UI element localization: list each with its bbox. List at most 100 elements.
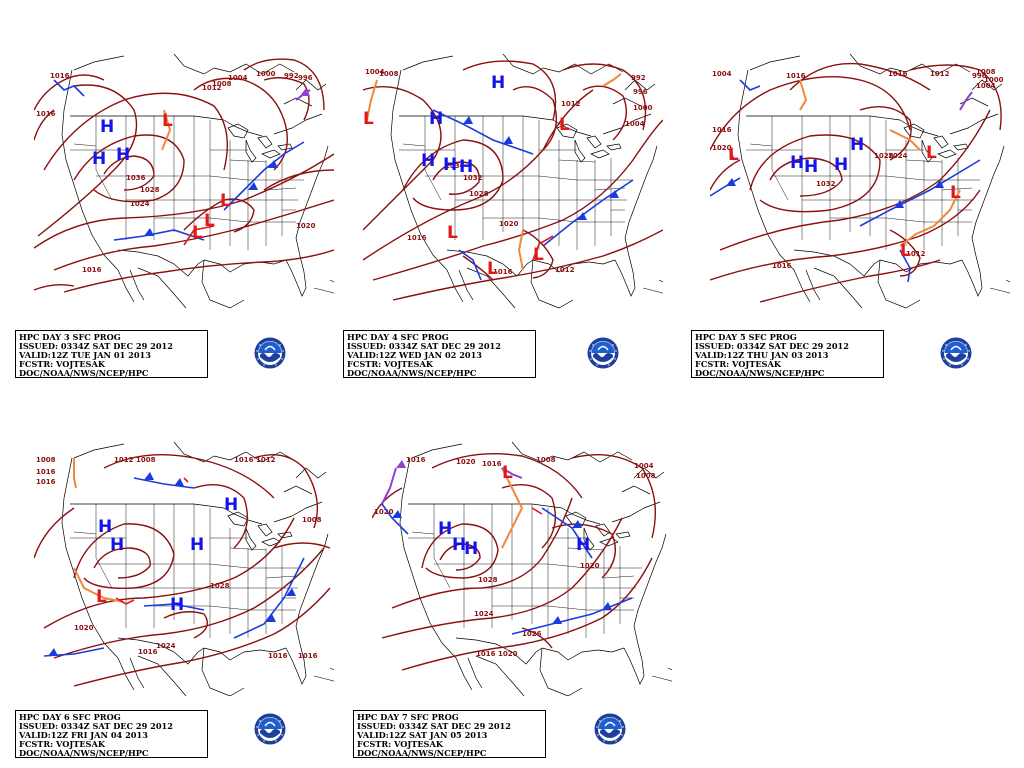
- isobar-label: 1004: [365, 68, 385, 76]
- isobar-label: 1016: [482, 460, 502, 468]
- fronts: [43, 458, 305, 657]
- isobar-label: 1008: [36, 456, 56, 464]
- isobar-label: 996: [972, 72, 987, 80]
- isobar-label: 1008: [136, 456, 156, 464]
- caption-box: HPC DAY 5 SFC PROG ISSUED: 0334Z SAT DEC…: [691, 330, 884, 378]
- high-center: H: [464, 539, 478, 559]
- high-center: H: [452, 535, 466, 555]
- map-day3[interactable]: 1016 1016 1012 1004 1000 1008 992 996 10…: [34, 50, 334, 312]
- isobar-label: 1016: [298, 652, 318, 660]
- map-day4[interactable]: 1004 1008 992 996 1000 1004 1012 1032 10…: [363, 50, 663, 312]
- isobar-label: 1028: [210, 582, 230, 590]
- caption-forecaster: FCSTR: VOJTESAK: [357, 739, 443, 749]
- caption-agency: DOC/NOAA/NWS/NCEP/HPC: [357, 748, 487, 758]
- noaa-logo-icon: [940, 337, 972, 369]
- isobar-label: 1016: [772, 262, 792, 270]
- high-center: H: [443, 155, 457, 175]
- isobar-label: 1008: [212, 80, 232, 88]
- isobar-label: 1008: [302, 516, 322, 524]
- isobar-label: 1024: [474, 610, 494, 618]
- caption-title: HPC DAY 3 SFC PROG: [19, 332, 121, 342]
- isobar-label: 1020: [374, 508, 394, 516]
- low-center: L: [559, 115, 570, 135]
- caption-agency: DOC/NOAA/NWS/NCEP/HPC: [347, 368, 477, 378]
- isobars: [710, 62, 1002, 303]
- caption-title: HPC DAY 6 SFC PROG: [19, 712, 121, 722]
- low-center: L: [447, 223, 458, 243]
- isobar-label: 1028: [874, 152, 894, 160]
- isobar-label: 1028: [478, 576, 498, 584]
- isobar-label: 1008: [636, 472, 656, 480]
- isobar-label: 1016: [50, 72, 70, 80]
- isobar-label: 1028: [140, 186, 160, 194]
- map-day7[interactable]: 1016 1020 1016 1008 1004 1008 1020 1028 …: [372, 438, 672, 696]
- isobar-label: 1028: [469, 190, 489, 198]
- high-center: H: [224, 495, 238, 515]
- isobar-label: 1016: [138, 648, 158, 656]
- high-center: H: [429, 109, 443, 129]
- map-day6[interactable]: 1008 1016 1016 1012 1008 1016 1012 1008 …: [34, 438, 334, 696]
- isobar-label: 1024: [130, 200, 150, 208]
- high-center: H: [491, 73, 505, 93]
- isobar-label: 1032: [816, 180, 836, 188]
- low-center: L: [192, 223, 203, 243]
- isobar-label: 1016: [234, 456, 254, 464]
- noaa-logo-icon: [594, 713, 626, 745]
- basemap: [61, 441, 334, 696]
- high-center: H: [834, 155, 848, 175]
- high-center: H: [92, 149, 106, 169]
- caption-issued: ISSUED: 0334Z SAT DEC 29 2012: [347, 341, 501, 351]
- caption-forecaster: FCSTR: VOJTESAK: [695, 359, 781, 369]
- isobar-label: 1016: [268, 652, 288, 660]
- high-center: H: [110, 535, 124, 555]
- fronts: [710, 79, 981, 283]
- caption-issued: ISSUED: 0334Z SAT DEC 29 2012: [357, 721, 511, 731]
- caption-title: HPC DAY 7 SFC PROG: [357, 712, 459, 722]
- isobar-label: 1032: [463, 174, 483, 182]
- isobar-label: 1016: [493, 268, 513, 276]
- low-center: L: [363, 109, 374, 129]
- map-day5[interactable]: 1004 1016 1016 1020 1016 1012 1008 1000 …: [710, 50, 1010, 312]
- low-center: L: [926, 143, 937, 163]
- caption-forecaster: FCSTR: VOJTESAK: [19, 359, 105, 369]
- isobar-label: 1000: [633, 104, 653, 112]
- caption-valid: VALID:12Z WED JAN 02 2013: [347, 350, 482, 360]
- isobar-label: 1016: [712, 126, 732, 134]
- isobar-labels: 1016 1016 1012 1004 1000 1008 992 996 10…: [36, 70, 316, 274]
- isobar-label: 1012: [555, 266, 575, 274]
- isobar-label: 1008: [976, 68, 996, 76]
- low-center: L: [950, 183, 961, 203]
- isobar-label: 1004: [634, 462, 654, 470]
- low-center: L: [533, 245, 544, 265]
- noaa-logo-icon: [254, 337, 286, 369]
- isobar-label: 1000: [984, 76, 1004, 84]
- caption-agency: DOC/NOAA/NWS/NCEP/HPC: [19, 748, 149, 758]
- high-center: H: [421, 151, 435, 171]
- high-center: H: [576, 535, 590, 555]
- low-center: L: [162, 111, 173, 131]
- fronts: [366, 73, 634, 281]
- isobar-label: 1012: [561, 100, 581, 108]
- high-center: H: [804, 157, 818, 177]
- isobar-label: 1016: [888, 70, 908, 78]
- caption-issued: ISSUED: 0334Z SAT DEC 29 2012: [695, 341, 849, 351]
- isobar-label: 1020: [74, 624, 94, 632]
- caption-valid: VALID:12Z SAT JAN 05 2013: [357, 730, 488, 740]
- isobar-label: 1008: [536, 456, 556, 464]
- isobar-label: 1012: [906, 250, 926, 258]
- caption-valid: VALID:12Z FRI JAN 04 2013: [19, 730, 148, 740]
- caption-box: HPC DAY 3 SFC PROG ISSUED: 0334Z SAT DEC…: [15, 330, 208, 378]
- low-center: L: [220, 191, 231, 211]
- noaa-logo-icon: [587, 337, 619, 369]
- low-center: L: [728, 145, 739, 165]
- pressure-centers: H H H H H L L L L L: [363, 73, 570, 279]
- isobar-label: 1020: [499, 220, 519, 228]
- isobar-labels: 1004 1016 1016 1020 1016 1012 1008 1000 …: [712, 68, 1004, 270]
- isobar-labels: 1008 1016 1016 1012 1008 1016 1012 1008 …: [36, 456, 322, 660]
- high-center: H: [170, 595, 184, 615]
- isobar-label: 1008: [379, 70, 399, 78]
- basemap: [390, 53, 663, 309]
- isobar-label: 1016: [36, 468, 56, 476]
- caption-title: HPC DAY 5 SFC PROG: [695, 332, 797, 342]
- high-center: H: [850, 135, 864, 155]
